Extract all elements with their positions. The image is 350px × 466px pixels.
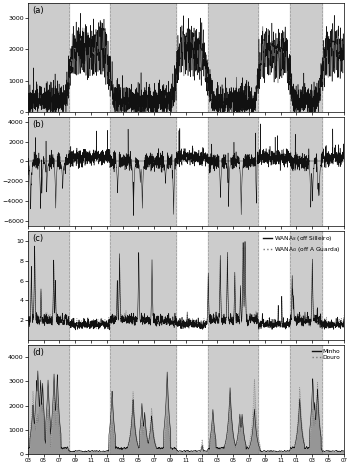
Text: (a): (a): [33, 6, 44, 15]
Bar: [28, 3, 69, 112]
Bar: [110, 345, 176, 454]
Bar: [290, 231, 322, 340]
Bar: [290, 345, 322, 454]
Bar: [208, 3, 258, 112]
Text: (b): (b): [33, 120, 44, 129]
Bar: [28, 117, 69, 226]
Bar: [290, 3, 322, 112]
Bar: [110, 3, 176, 112]
Bar: [110, 231, 176, 340]
Bar: [290, 117, 322, 226]
Text: (c): (c): [33, 234, 44, 243]
Bar: [110, 117, 176, 226]
Bar: [208, 345, 258, 454]
Text: (d): (d): [33, 348, 44, 357]
Bar: [208, 117, 258, 226]
Legend: Minho, Douro: Minho, Douro: [312, 348, 341, 361]
Bar: [208, 231, 258, 340]
Bar: [28, 231, 69, 340]
Legend: WANA$_S$ (off Silleiro), WANA$_G$ (off A Guarda): WANA$_S$ (off Silleiro), WANA$_G$ (off A…: [262, 234, 341, 255]
Bar: [28, 345, 69, 454]
